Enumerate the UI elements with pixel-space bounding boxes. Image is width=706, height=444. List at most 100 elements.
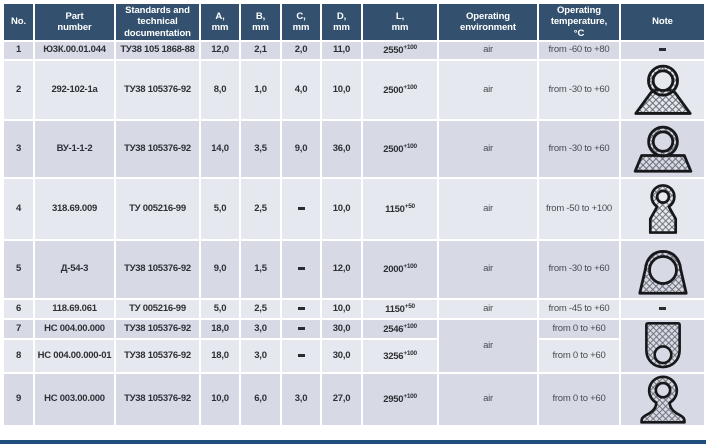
cell-b: 3,0 (239, 338, 282, 374)
cell-d: 12,0 (320, 239, 363, 300)
cell-environment: air (437, 239, 539, 300)
table-row: 2 292-102-1a ТУ38 105376-92 8,0 1,0 4,0 10,0 25… (2, 59, 706, 121)
cell-no: 6 (2, 298, 35, 320)
dash (297, 267, 305, 271)
cell-b: 1,0 (239, 59, 282, 121)
cell-standard: ТУ 005216-99 (114, 298, 201, 320)
col-header-b: B, mm (239, 2, 282, 42)
cell-d: 30,0 (320, 338, 363, 374)
cell-b: 2,1 (239, 40, 282, 61)
cell-length: 2950+100 (361, 372, 439, 427)
col-header-d: D, mm (320, 2, 363, 42)
table-row: 3 ВУ-1-1-2 ТУ38 105376-92 14,0 3,5 9,0 36,0 250… (2, 119, 706, 179)
col-header-a: A, mm (199, 2, 241, 42)
seal-spec-table: No. Part number Standards and technical … (2, 2, 706, 427)
cell-b: 1,5 (239, 239, 282, 300)
ring-over-flat-base-seal-profile-icon (633, 125, 692, 173)
table-row: 6 118.69.061 ТУ 005216-99 5,0 2,5 10,0 1150+50… (2, 298, 706, 320)
cell-d: 10,0 (320, 177, 363, 241)
cell-temperature: from -45 to +60 (537, 298, 621, 320)
cell-part-number: НС 004.00.000 (33, 317, 116, 341)
dash (297, 306, 305, 310)
cell-d: 11,0 (320, 40, 363, 61)
col-header-l: L, mm (361, 2, 439, 42)
cell-standard: ТУ 005216-99 (114, 177, 201, 241)
cell-note (619, 318, 706, 374)
cell-note (619, 119, 706, 179)
cell-no: 4 (2, 177, 35, 241)
cell-temperature: from -50 to +100 (537, 177, 621, 241)
u-channel-ring-seal-profile-icon (644, 321, 681, 369)
cell-a: 18,0 (199, 317, 241, 341)
cell-a: 10,0 (199, 372, 241, 427)
cell-d: 27,0 (320, 372, 363, 427)
cell-temperature: from 0 to +60 (537, 338, 621, 374)
cell-environment: air (437, 318, 539, 374)
cell-part-number: НС 003.00.000 (33, 372, 116, 427)
col-header-temperature: Operating temperature, °C (537, 2, 621, 42)
cell-no: 1 (2, 40, 35, 61)
table-row: 7 НС 004.00.000 ТУ38 105376-92 18,0 3,0 30,0 2… (2, 317, 706, 374)
cell-a: 5,0 (199, 298, 241, 320)
cell-a: 18,0 (199, 338, 241, 374)
cell-length: 2500+100 (361, 59, 439, 121)
cell-d: 30,0 (320, 317, 363, 341)
col-header-no: No. (2, 2, 35, 42)
dash (297, 353, 305, 357)
cell-note (619, 372, 706, 427)
cell-standard: ТУ38 105376-92 (114, 59, 201, 121)
cell-length: 2000+100 (361, 239, 439, 300)
table-row: 1 Ю3К.00.01.044 ТУ38 105 1868-88 12,0 2,1 2,0… (2, 40, 706, 61)
dash (659, 306, 666, 310)
cell-temperature: from 0 to +60 (537, 317, 621, 341)
ring-over-wedge-seal-profile-icon (633, 64, 692, 115)
cell-a: 8,0 (199, 59, 241, 121)
cell-part-number: Д-54-3 (33, 239, 116, 300)
cell-note (619, 298, 706, 320)
dash (297, 206, 305, 210)
cell-a: 12,0 (199, 40, 241, 61)
cell-note (619, 40, 706, 61)
cell-temperature: from -30 to +60 (537, 59, 621, 121)
cell-temperature: from -30 to +60 (537, 119, 621, 179)
table-header: No. Part number Standards and technical … (2, 2, 706, 42)
dash (297, 326, 305, 330)
cell-temperature: from -60 to +80 (537, 40, 621, 61)
round-head-tag-seal-profile-icon (648, 184, 677, 234)
cell-note (619, 59, 706, 121)
cell-part-number: 292-102-1a (33, 59, 116, 121)
cell-d: 10,0 (320, 59, 363, 121)
cell-d: 36,0 (320, 119, 363, 179)
cell-b: 2,5 (239, 177, 282, 241)
cell-a: 9,0 (199, 239, 241, 300)
cell-temperature: from 0 to +60 (537, 372, 621, 427)
cell-c (280, 338, 322, 374)
cell-c (280, 298, 322, 320)
table-body: 1 Ю3К.00.01.044 ТУ38 105 1868-88 12,0 2,1 2,0… (2, 40, 706, 427)
cell-length: 1150+50 (361, 177, 439, 241)
cell-no: 8 (2, 338, 35, 374)
cell-b: 3,0 (239, 317, 282, 341)
cell-environment: air (437, 177, 539, 241)
col-header-note: Note (619, 2, 706, 42)
cell-length: 2546+100 (361, 317, 439, 341)
cell-c (280, 317, 322, 341)
cell-d: 10,0 (320, 298, 363, 320)
cell-length: 1150+50 (361, 298, 439, 320)
cell-standard: ТУ38 105376-92 (114, 338, 201, 374)
cell-no: 3 (2, 119, 35, 179)
cell-standard: ТУ38 105376-92 (114, 119, 201, 179)
dome-trapezoid-ring-seal-profile-icon (637, 249, 688, 295)
table-row: 9 НС 003.00.000 ТУ38 105376-92 10,0 6,0 3,0 27… (2, 372, 706, 427)
cell-environment: air (437, 40, 539, 61)
cell-note (619, 177, 706, 241)
bottom-accent-bar (0, 440, 706, 444)
cell-standard: ТУ38 105376-92 (114, 239, 201, 300)
cell-note (619, 239, 706, 300)
cell-b: 6,0 (239, 372, 282, 427)
cell-b: 3,5 (239, 119, 282, 179)
cell-c (280, 239, 322, 300)
cell-c: 2,0 (280, 40, 322, 61)
cell-part-number: 118.69.061 (33, 298, 116, 320)
